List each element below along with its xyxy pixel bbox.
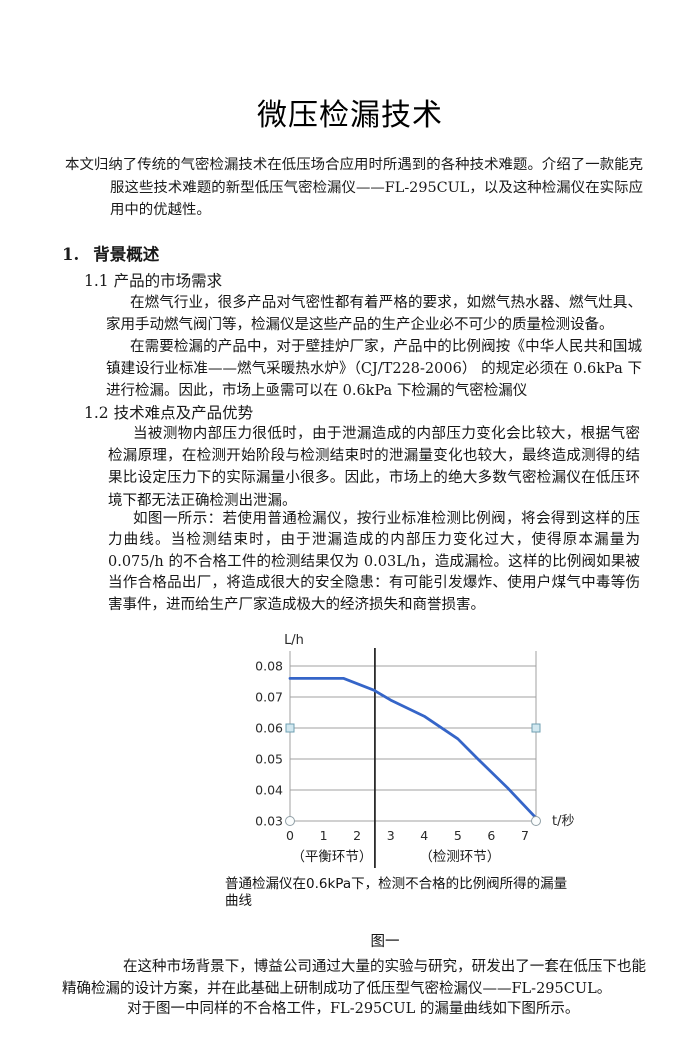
svg-text:0.03: 0.03 — [255, 814, 283, 829]
figure1-label: 图一 — [370, 934, 400, 950]
abstract-paragraph: 本文归纳了传统的气密检漏技术在低压场合应用时所遇到的各种技术难题。介绍了一款能克… — [65, 157, 643, 219]
svg-text:0.05: 0.05 — [255, 752, 283, 767]
figure1-caption: 普通检漏仪在0.6kPa下，检测不合格的比例阀所得的漏量曲线 — [225, 876, 568, 909]
figure1-chart: 0.03 0.04 0.05 0.06 0.07 0.08 0 1 2 3 4 5 6 7 L/h t/秒 （平… — [230, 628, 610, 878]
paragraph-technical-difficulty-1: 当被测物内部压力很低时，由于泄漏造成的内部压力变化会比较大，根据气密检漏原理，在… — [108, 426, 640, 509]
svg-text:0.07: 0.07 — [255, 690, 283, 705]
paragraph-market-demand-2: 在需要检漏的产品中，对于壁挂炉厂家，产品中的比例阀按《中华人民共和国城镇建设行业… — [106, 339, 642, 399]
svg-text:0.08: 0.08 — [255, 659, 283, 674]
section-number: 1. — [62, 245, 80, 264]
svg-text:L/h: L/h — [284, 633, 304, 648]
svg-text:（检测环节）: （检测环节） — [419, 849, 500, 865]
subsection-heading-1-2: 1.2 技术难点及产品优势 — [84, 404, 254, 422]
paragraph-market-demand-1: 在燃气行业，很多产品对气密性都有着严格的要求，如燃气热水器、燃气灶具、家用手动燃… — [106, 295, 642, 333]
svg-text:0.06: 0.06 — [255, 721, 283, 736]
svg-text:3: 3 — [387, 828, 395, 843]
svg-text:4: 4 — [420, 828, 428, 843]
svg-text:2: 2 — [353, 828, 361, 843]
svg-text:7: 7 — [521, 828, 529, 843]
svg-text:1: 1 — [320, 828, 328, 843]
svg-text:5: 5 — [454, 828, 462, 843]
paragraph-closing-2: 对于图一中同样的不合格工件，FL-295CUL 的漏量曲线如下图所示。 — [127, 1001, 580, 1017]
svg-text:6: 6 — [487, 828, 495, 843]
paragraph-closing-1: 在这种市场背景下，博益公司通过大量的实验与研究，研发出了一套在低压下也能精确检漏… — [62, 959, 646, 997]
section-heading-1: 1. 背景概述 — [62, 241, 159, 265]
svg-text:0.04: 0.04 — [255, 783, 283, 798]
section-heading-text: 背景概述 — [93, 245, 160, 264]
svg-text:（平衡环节）: （平衡环节） — [291, 849, 372, 865]
line-chart-svg: 0.03 0.04 0.05 0.06 0.07 0.08 0 1 2 3 4 5 6 7 L/h t/秒 （平… — [255, 633, 574, 868]
page-title: 微压检漏技术 — [257, 98, 443, 133]
svg-text:0: 0 — [286, 828, 294, 843]
subsection-heading-1-1: 1.1 产品的市场需求 — [84, 272, 223, 290]
svg-text:t/秒: t/秒 — [552, 814, 574, 829]
paragraph-technical-difficulty-2: 如图一所示：若使用普通检漏仪，按行业标准检测比例阀，将会得到这样的压力曲线。当检… — [108, 511, 640, 613]
